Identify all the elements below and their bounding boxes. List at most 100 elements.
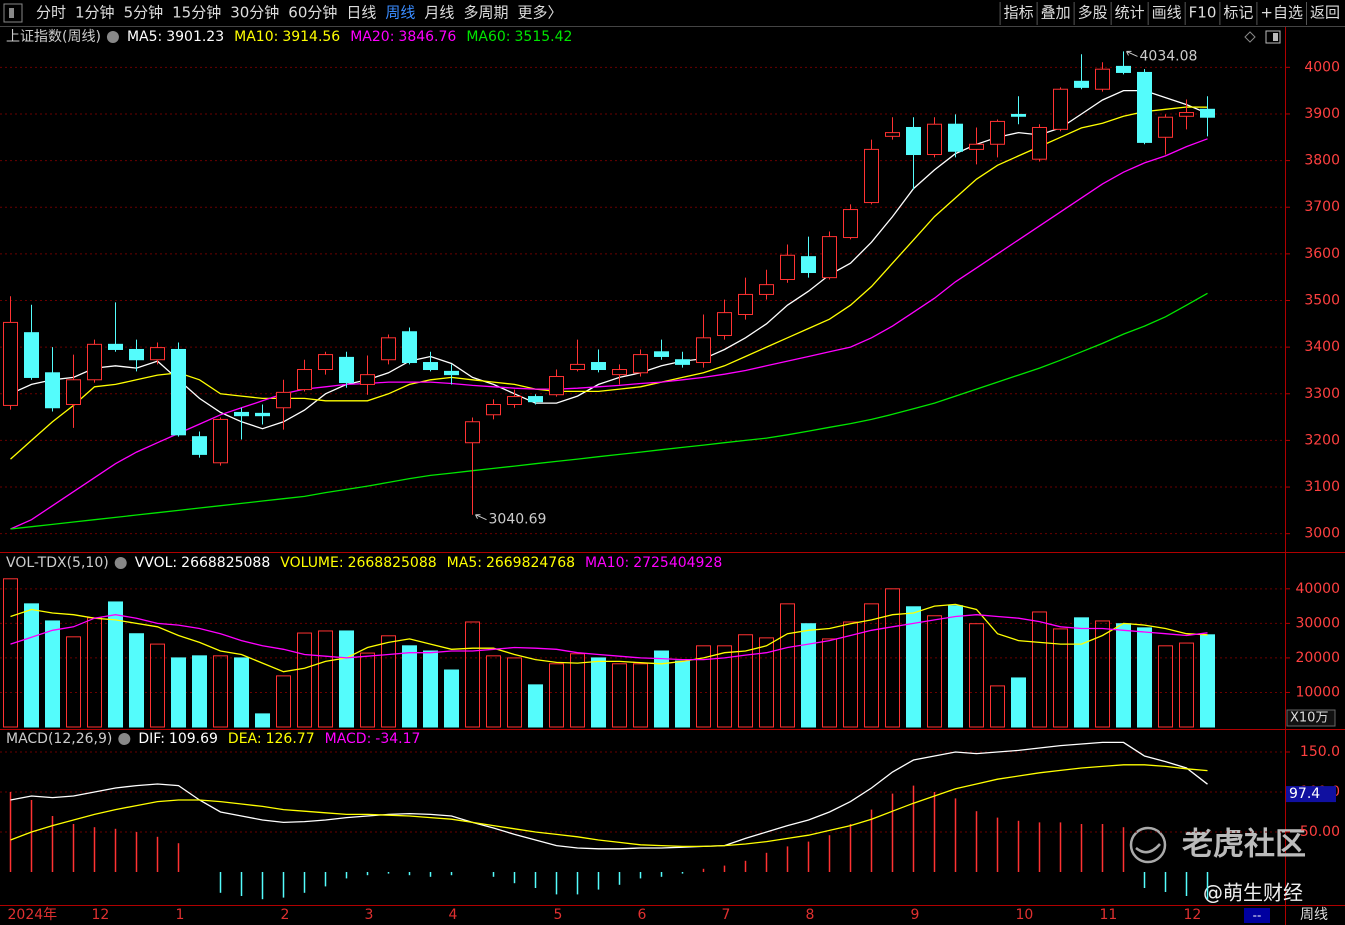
period-tab[interactable]: 60分钟 — [288, 4, 337, 22]
period-tab[interactable]: 月线 — [424, 4, 454, 22]
watermark-logo — [1129, 826, 1167, 864]
header-text: 2669824768 — [486, 555, 575, 571]
y-tick-label: 20000 — [1295, 650, 1340, 666]
candle-body — [1158, 116, 1173, 138]
volume-bar — [927, 615, 942, 728]
tool-button[interactable]: F10 — [1189, 4, 1217, 22]
volume-bar — [885, 588, 900, 728]
volume-bar — [759, 637, 774, 728]
volume-bar — [465, 621, 480, 728]
period-tab[interactable]: 多周期 — [463, 4, 508, 22]
period-tab[interactable]: 15分钟 — [172, 4, 221, 22]
volume-bar — [717, 645, 732, 728]
x-tick-label: 11 — [1100, 907, 1118, 923]
candle-body — [45, 372, 60, 409]
macd-line — [10, 764, 1208, 848]
volume-bar — [1074, 617, 1089, 728]
candle-body — [969, 143, 984, 150]
volume-bar — [507, 657, 522, 728]
ma-line — [10, 138, 1208, 530]
period-tab[interactable]: 30分钟 — [230, 4, 279, 22]
candle-body — [339, 356, 354, 384]
x-tick-label: 3 — [365, 907, 374, 923]
footer-box-text: -- — [1253, 909, 1262, 923]
volume-bar — [192, 655, 207, 728]
volume-bar — [339, 630, 354, 728]
panel-menu-icon[interactable] — [106, 31, 119, 43]
tool-button[interactable]: 统计 — [1115, 4, 1145, 22]
ma-line — [10, 106, 1208, 460]
annotation-label: 3040.69 — [489, 512, 547, 528]
volume-bar — [570, 653, 585, 728]
period-tab[interactable]: 1分钟 — [75, 4, 115, 22]
candle-body — [759, 284, 774, 295]
header-text: 3914.56 — [282, 29, 340, 45]
y-tick-label: 3900 — [1304, 106, 1340, 122]
diamond-icon[interactable] — [1244, 31, 1256, 43]
y-tick-label: 50.00 — [1300, 824, 1340, 840]
window-icon[interactable] — [1265, 30, 1281, 44]
header-text: MA5: — [127, 29, 162, 45]
panel-menu-icon[interactable] — [114, 557, 127, 569]
tool-button[interactable]: 标记 — [1223, 4, 1253, 22]
y-tick-label: 40000 — [1295, 581, 1340, 597]
unit-label: X10万 — [1290, 711, 1328, 726]
period-tab[interactable]: 周线 — [385, 4, 415, 22]
panel-title: 上证指数(周线) — [6, 29, 101, 45]
candle-body — [591, 362, 606, 371]
candle-body — [66, 379, 81, 405]
watermark-author: @萌生财经 — [1203, 881, 1303, 905]
panel-menu-icon[interactable] — [118, 733, 131, 745]
volume-bar — [990, 685, 1005, 728]
volume-bar — [1179, 642, 1194, 728]
header-text: MA10: — [234, 29, 278, 45]
candle-body — [1011, 113, 1026, 117]
header-text: 2725404928 — [633, 555, 722, 571]
candle-body — [948, 123, 963, 152]
header-text: DEA: — [228, 731, 262, 747]
candle-body — [528, 396, 543, 403]
candle-body — [1137, 71, 1152, 143]
volume-bar — [255, 713, 270, 728]
candle-body — [1074, 80, 1089, 88]
tool-button[interactable]: +自选 — [1260, 4, 1303, 22]
volume-bar — [696, 645, 711, 728]
period-tab[interactable]: 日线 — [346, 4, 376, 22]
volume-bar — [129, 633, 144, 728]
macd-line — [10, 741, 1208, 850]
volume-bar — [213, 655, 228, 728]
volume-bar — [360, 652, 375, 728]
cursor-label: 97.4 — [1289, 786, 1320, 802]
volume-bar — [1158, 645, 1173, 728]
tool-button[interactable]: 画线 — [1152, 4, 1182, 22]
tool-button[interactable]: 多股 — [1078, 4, 1108, 22]
x-tick-label: 9 — [911, 907, 920, 923]
tool-button[interactable]: 返回 — [1310, 4, 1340, 22]
volume-ma-line — [10, 603, 1208, 673]
candle-body — [738, 293, 753, 315]
volume-bar — [633, 663, 648, 728]
ma-line — [10, 89, 1208, 430]
period-tab[interactable]: 分时 — [36, 4, 66, 22]
candle-body — [906, 126, 921, 156]
period-tab[interactable]: 5分钟 — [124, 4, 164, 22]
menu-icon[interactable] — [3, 3, 23, 23]
header-text: MA60: — [466, 29, 510, 45]
volume-bar — [381, 635, 396, 728]
period-tab[interactable]: 更多〉 — [517, 4, 562, 22]
candle-body — [1095, 68, 1110, 90]
header-text: MA10: — [585, 555, 629, 571]
candle-body — [717, 312, 732, 336]
x-tick-label: 8 — [806, 907, 815, 923]
panel-title: VOL-TDX(5,10) — [6, 555, 109, 571]
footer-box — [1244, 908, 1270, 923]
tool-button[interactable]: 叠加 — [1041, 4, 1071, 22]
tool-button[interactable]: 指标 — [1004, 4, 1034, 22]
candle-body — [465, 421, 480, 444]
x-tick-label: 2024年 — [8, 907, 58, 923]
footer-period[interactable]: 周线 — [1300, 907, 1328, 923]
volume-bar — [66, 636, 81, 728]
candle-body — [1116, 65, 1131, 73]
x-tick-label: 10 — [1016, 907, 1034, 923]
